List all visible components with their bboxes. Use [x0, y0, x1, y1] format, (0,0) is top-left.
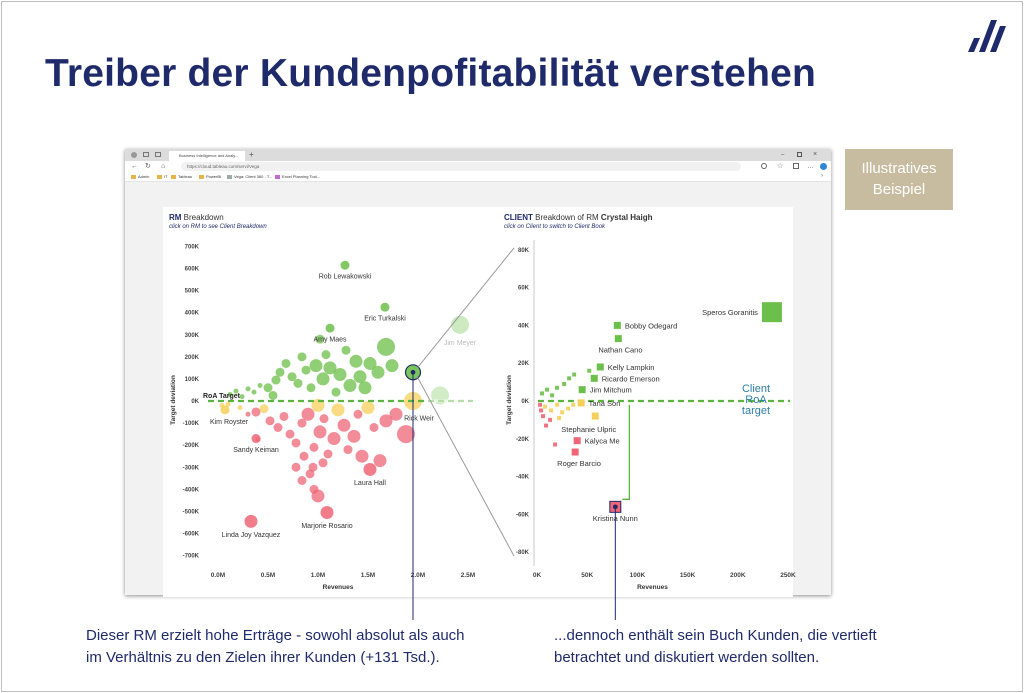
maximize-icon[interactable] — [797, 152, 802, 157]
caption-left: Dieser RM erzielt hohe Erträge - sowohl … — [86, 625, 465, 669]
caption-right: ...dennoch enthält sein Buch Kunden, die… — [554, 625, 877, 669]
tab-actions-icon[interactable] — [143, 152, 149, 157]
bookmark-it[interactable]: IT — [157, 173, 168, 180]
copilot-icon[interactable] — [820, 163, 827, 170]
caption-right-line-1: ...dennoch enthält sein Buch Kunden, die… — [554, 627, 877, 644]
browser-window: Business Intelligence and Analy... + – ×… — [125, 149, 831, 597]
favorite-icon[interactable]: ☆ — [777, 163, 784, 170]
caption-right-line-2: betrachtet und diskutiert werden sollten… — [554, 649, 820, 666]
minimize-icon[interactable]: – — [781, 152, 785, 158]
caption-left-line-2: im Verhältnis zu den Zielen ihrer Kunden… — [86, 649, 440, 666]
bookmark-excel[interactable]: Excel Planning Tool... — [275, 173, 320, 180]
folder-icon — [171, 174, 176, 179]
bookmarks-bar: Admin IT Tableau PowerBI Vega: Client 36… — [125, 172, 831, 182]
dashboard-panel — [163, 207, 793, 597]
folder-icon — [199, 174, 204, 179]
badge-line-2: Beispiel — [872, 181, 926, 198]
folder-icon — [131, 174, 136, 179]
brand-logo-icon — [968, 20, 1006, 52]
tab-active[interactable]: Business Intelligence and Analy... — [169, 151, 245, 161]
dashboard-area — [125, 182, 831, 597]
badge-line-1: Illustratives — [861, 160, 937, 177]
address-bar-row: ← ↻ ⌂ https://cloud.tableau.com/servi/Ve… — [125, 161, 831, 172]
illustrative-badge: Illustratives Beispiel — [845, 149, 953, 210]
reload-icon[interactable]: ↻ — [145, 163, 151, 170]
page-icon — [275, 174, 280, 179]
close-icon[interactable]: × — [813, 151, 818, 158]
bookmark-vega[interactable]: Vega: Client 360 - T... — [227, 173, 272, 180]
browser-tab-bar: Business Intelligence and Analy... + – × — [125, 149, 831, 161]
extensions-icon[interactable] — [761, 163, 767, 169]
workspaces-icon[interactable] — [155, 152, 161, 157]
home-icon[interactable]: ⌂ — [161, 163, 166, 170]
back-icon[interactable]: ← — [131, 163, 138, 170]
page-icon — [227, 174, 232, 179]
menu-icon[interactable]: … — [807, 163, 814, 170]
folder-icon — [157, 174, 162, 179]
bookmark-powerbi[interactable]: PowerBI — [199, 173, 221, 180]
caption-left-line-1: Dieser RM erzielt hohe Erträge - sowohl … — [86, 627, 465, 644]
page-title: Treiber der Kundenpofitabilität verstehe… — [45, 52, 817, 95]
collections-icon[interactable] — [793, 163, 799, 169]
bookmark-tableau[interactable]: Tableau — [171, 173, 192, 180]
bookmarks-more-icon[interactable]: › — [821, 173, 823, 179]
profile-icon[interactable] — [131, 152, 137, 158]
url-input[interactable]: https://cloud.tableau.com/servi/Vega — [181, 162, 741, 171]
bookmark-admin[interactable]: Admin — [131, 173, 149, 180]
new-tab-icon[interactable]: + — [249, 150, 254, 159]
